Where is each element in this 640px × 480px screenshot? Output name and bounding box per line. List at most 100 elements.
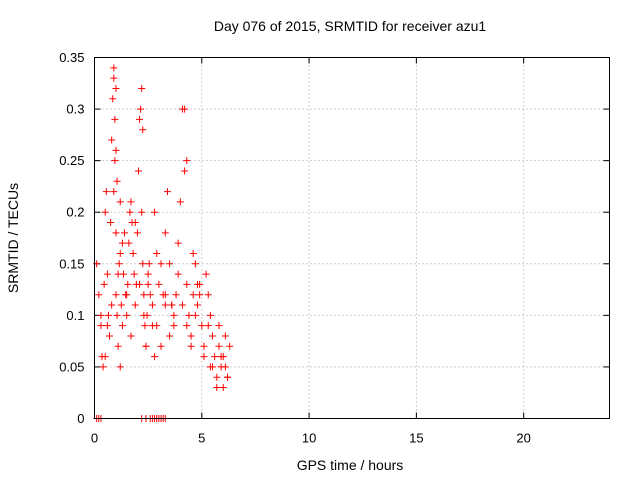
- data-point: [139, 260, 147, 268]
- data-point: [144, 280, 152, 288]
- data-point: [114, 270, 122, 278]
- data-point: [101, 353, 109, 361]
- data-point: [117, 301, 125, 309]
- x-axis-label: GPS time / hours: [297, 457, 404, 473]
- data-point: [118, 239, 126, 247]
- data-point: [155, 280, 163, 288]
- data-point: [194, 301, 201, 309]
- data-point: [103, 270, 111, 278]
- data-point: [206, 311, 214, 319]
- data-point: [211, 353, 219, 361]
- y-tick-label: 0.25: [59, 153, 84, 168]
- data-point: [141, 322, 149, 330]
- data-point: [111, 157, 119, 165]
- data-point: [97, 311, 105, 319]
- data-point: [157, 342, 165, 350]
- data-point: [148, 301, 156, 309]
- data-point: [109, 95, 117, 103]
- data-point: [97, 322, 105, 330]
- data-point: [174, 270, 182, 278]
- data-point: [209, 332, 217, 340]
- data-point: [181, 105, 189, 113]
- data-point: [106, 332, 114, 340]
- axis-ticks: 0 0.05 0.1 0.15 0.2 0.25 0.3 0.35 0 5 10 15 20: [59, 50, 610, 446]
- data-point: [142, 342, 150, 350]
- data-point: [157, 260, 165, 268]
- data-point: [200, 353, 208, 361]
- data-point: [121, 229, 129, 237]
- data-point: [168, 301, 176, 309]
- data-point: [174, 239, 182, 247]
- data-point: [166, 260, 174, 268]
- y-tick-label: 0.05: [59, 359, 84, 374]
- data-point: [221, 332, 229, 340]
- data-point: [139, 126, 147, 134]
- data-point: [130, 270, 138, 278]
- data-point: [137, 105, 145, 113]
- chart-title: Day 076 of 2015, SRMTID for receiver azu…: [214, 18, 487, 34]
- data-points: [93, 64, 234, 422]
- y-tick-label: 0.1: [66, 308, 84, 323]
- data-point: [161, 291, 169, 299]
- data-point: [115, 260, 123, 268]
- x-tick-label: 15: [409, 431, 423, 446]
- data-point: [129, 249, 137, 257]
- data-point: [114, 342, 122, 350]
- x-tick-label: 0: [91, 431, 98, 446]
- data-point: [123, 291, 131, 299]
- data-point: [138, 208, 146, 216]
- data-point: [153, 322, 161, 330]
- data-point: [102, 188, 110, 196]
- data-point: [113, 177, 121, 185]
- data-point: [107, 219, 115, 227]
- data-point: [110, 188, 118, 196]
- data-point: [145, 260, 153, 268]
- data-point: [110, 64, 118, 72]
- data-point: [153, 249, 161, 257]
- data-point: [123, 311, 131, 319]
- y-tick-label: 0: [77, 411, 84, 426]
- data-point: [176, 198, 184, 206]
- data-point: [134, 167, 142, 175]
- x-tick-label: 10: [302, 431, 316, 446]
- data-point: [103, 322, 111, 330]
- data-point: [127, 198, 135, 206]
- data-point: [226, 342, 234, 350]
- y-axis-label: SRMTID / TECUs: [5, 183, 21, 293]
- data-point: [118, 322, 126, 330]
- data-point: [138, 84, 146, 92]
- data-point: [112, 229, 120, 237]
- data-point: [146, 291, 154, 299]
- data-point: [112, 146, 120, 154]
- data-point: [183, 280, 191, 288]
- data-point: [202, 270, 210, 278]
- data-point: [200, 342, 208, 350]
- data-point: [112, 84, 120, 92]
- data-point: [189, 249, 197, 257]
- data-point: [219, 384, 227, 392]
- plot-frame: [94, 57, 610, 419]
- data-point: [125, 239, 133, 247]
- data-point: [100, 280, 108, 288]
- data-point: [166, 332, 174, 340]
- data-point: [140, 291, 148, 299]
- data-point: [110, 74, 118, 82]
- data-point: [191, 260, 199, 268]
- data-point: [204, 291, 212, 299]
- y-tick-label: 0.15: [59, 256, 84, 271]
- data-point: [133, 229, 141, 237]
- data-point: [161, 229, 169, 237]
- data-point: [204, 322, 212, 330]
- y-tick-label: 0.35: [59, 50, 84, 65]
- data-point: [112, 291, 120, 299]
- data-point: [111, 115, 119, 123]
- data-point: [136, 280, 144, 288]
- data-point: [126, 208, 134, 216]
- data-point: [116, 363, 124, 371]
- data-point: [189, 291, 197, 299]
- data-point: [170, 322, 178, 330]
- grid: [94, 57, 610, 419]
- data-point: [108, 136, 116, 144]
- data-point: [127, 332, 135, 340]
- data-point: [113, 311, 121, 319]
